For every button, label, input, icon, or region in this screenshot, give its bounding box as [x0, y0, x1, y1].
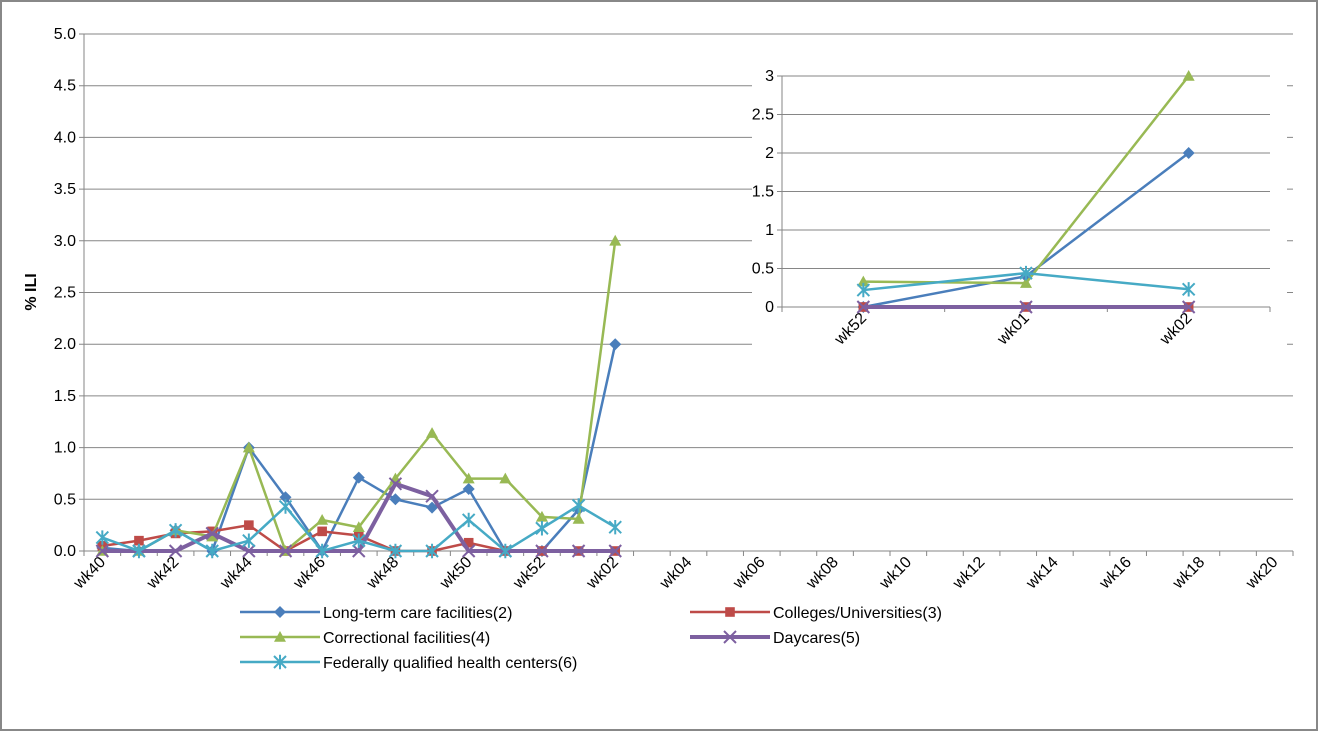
y-tick-label: 0.0: [54, 543, 76, 560]
legend-marker: [273, 654, 287, 670]
marker: [132, 543, 146, 559]
y-tick-label: 2.5: [54, 285, 76, 302]
marker: [95, 544, 110, 558]
marker: [168, 544, 183, 558]
marker: [242, 533, 256, 548]
marker: [389, 493, 402, 506]
marker: [352, 521, 365, 533]
legend-marker: [274, 631, 286, 642]
marker: [168, 523, 183, 538]
marker: [608, 520, 622, 535]
marker: [425, 489, 439, 503]
marker: [95, 530, 110, 545]
marker: [244, 520, 254, 530]
y-tick-label: 0.5: [752, 261, 774, 278]
marker: [571, 498, 586, 513]
marker: [278, 544, 293, 558]
marker: [461, 512, 476, 528]
legend-label: Correctional facilities(4): [323, 630, 490, 647]
legend-marker: [723, 630, 737, 644]
marker: [609, 338, 622, 351]
marker: [317, 526, 327, 537]
y-tick-label: 2.5: [752, 107, 774, 124]
legend-label: Long-term care facilities(2): [323, 605, 512, 622]
marker: [388, 477, 403, 491]
marker: [1182, 147, 1195, 159]
legend-label: Daycares(5): [773, 630, 860, 647]
y-tick-label: 1: [765, 222, 774, 239]
marker: [571, 544, 586, 558]
marker: [205, 543, 219, 559]
marker: [315, 543, 329, 559]
marker: [1019, 300, 1033, 314]
legend-label: Federally qualified health centers(6): [323, 655, 577, 672]
marker: [352, 471, 365, 484]
marker: [426, 501, 439, 514]
marker: [535, 510, 548, 522]
marker: [856, 282, 871, 298]
y-tick-label: 1.5: [54, 388, 76, 405]
inset-background: [752, 58, 1287, 383]
marker: [1019, 265, 1033, 281]
marker: [242, 544, 256, 558]
legend-label: Colleges/Universities(3): [773, 605, 942, 622]
marker: [279, 491, 292, 504]
y-tick-label: 1.0: [54, 440, 76, 457]
y-tick-label: 0: [765, 299, 774, 316]
marker: [535, 544, 549, 558]
marker: [242, 441, 255, 453]
marker: [857, 275, 870, 287]
marker: [205, 526, 219, 541]
marker: [1182, 70, 1195, 81]
marker: [856, 300, 871, 314]
marker: [572, 512, 585, 524]
marker: [608, 544, 622, 558]
y-tick-label: 3.0: [54, 233, 76, 250]
y-axis-title: % ILI: [23, 273, 40, 310]
marker: [461, 544, 476, 558]
marker: [498, 543, 513, 559]
marker: [352, 533, 366, 548]
marker: [1181, 282, 1196, 297]
y-tick-label: 3.5: [54, 181, 76, 198]
legend-marker: [725, 607, 735, 617]
marker: [388, 543, 403, 559]
y-tick-label: 0.5: [54, 491, 76, 508]
y-tick-label: 2: [765, 145, 774, 162]
marker: [462, 472, 475, 484]
y-tick-label: 4.0: [54, 129, 76, 146]
marker: [499, 472, 512, 484]
y-tick-label: 2.0: [54, 336, 76, 353]
marker: [462, 482, 475, 495]
marker: [278, 499, 293, 514]
marker: [463, 537, 474, 548]
marker: [426, 427, 439, 438]
y-tick-label: 5.0: [54, 26, 76, 43]
y-tick-label: 4.5: [54, 78, 76, 95]
legend-marker: [274, 606, 286, 618]
marker: [425, 543, 439, 559]
y-tick-label: 1.5: [752, 184, 774, 201]
marker: [134, 535, 144, 546]
marker: [609, 234, 622, 246]
marker: [206, 530, 219, 542]
marker: [1020, 277, 1032, 288]
marker: [352, 544, 366, 558]
marker: [1181, 300, 1196, 314]
marker: [535, 521, 549, 536]
marker: [316, 513, 329, 525]
y-tick-label: 3: [765, 68, 774, 85]
